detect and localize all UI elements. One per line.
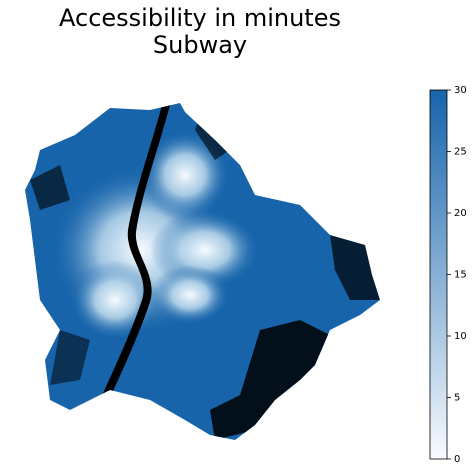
tick-label: 0 (454, 454, 460, 465)
tick-label: 15 (454, 270, 467, 281)
title-line: Subway (153, 31, 247, 59)
colorbar: 0 5 10 15 20 25 30 (429, 85, 467, 465)
city-map (25, 103, 380, 440)
title-line: Accessibility in minutes (59, 4, 341, 32)
tick-label: 20 (454, 208, 467, 219)
colorbar-scale (429, 89, 448, 460)
tick-label: 5 (454, 393, 460, 404)
tick-label: 30 (454, 85, 467, 96)
tick-label: 10 (454, 331, 467, 342)
tick-label: 25 (454, 147, 467, 158)
